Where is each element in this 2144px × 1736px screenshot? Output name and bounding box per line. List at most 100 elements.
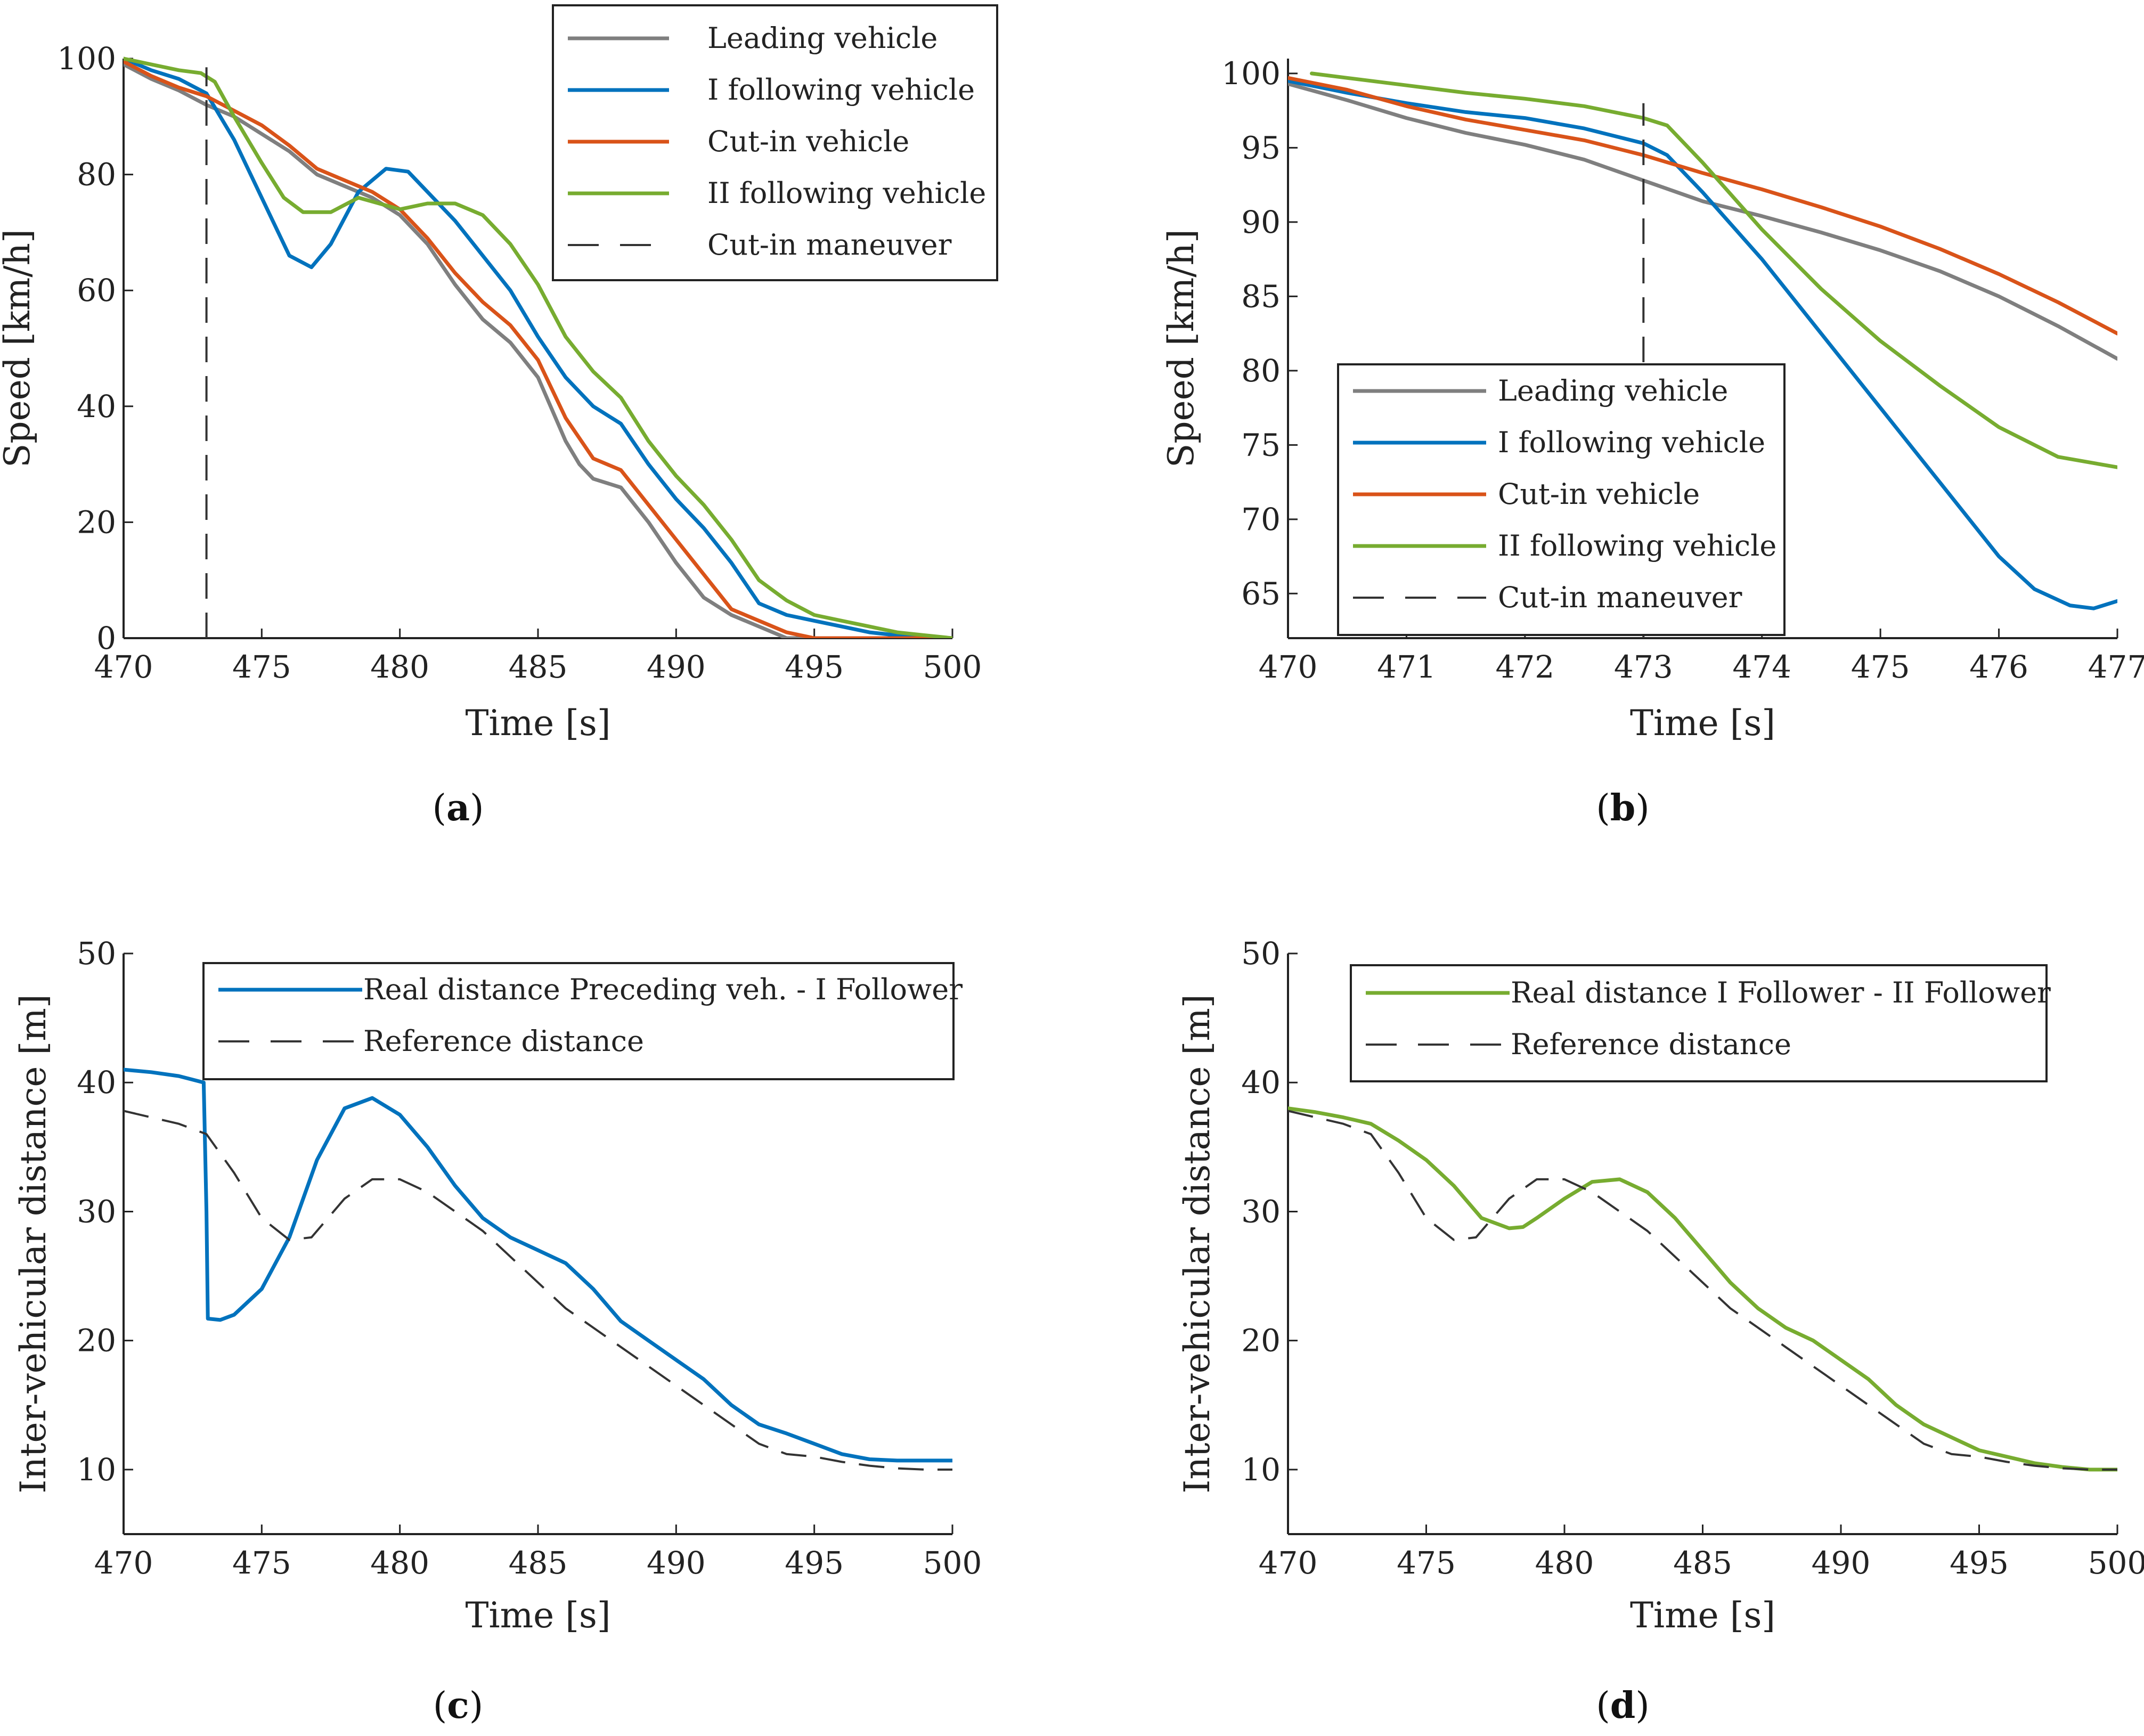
y-tick-label: 100 [1221, 55, 1281, 92]
legend: Leading vehicle I following vehicle Cut-in… [1337, 363, 1786, 636]
series-group [124, 1067, 952, 1471]
legend: Real distance Preceding veh. - I Followe… [202, 962, 963, 1080]
x-tick-label: 490 [647, 1545, 706, 1581]
y-tick-label: 95 [1241, 129, 1281, 166]
x-tick-label: 500 [923, 1545, 982, 1581]
series-group [1288, 1106, 2117, 1472]
y-axis-label: Inter-vehicular distance [m] [1177, 994, 1218, 1493]
y-tick-label: 40 [77, 1064, 116, 1101]
chart-panel-b: 470 471 472 473 474 475 476 477 65 70 75 80 85 90 95 10… [1161, 55, 2144, 829]
x-tick-label: 485 [509, 649, 568, 685]
x-tick-label: 474 [1732, 649, 1791, 685]
x-axis-label: Time [s] [1630, 703, 1775, 744]
y-tick-label: 30 [1241, 1193, 1281, 1229]
x-axis-label: Time [s] [465, 703, 610, 744]
y-tick-label: 75 [1241, 427, 1281, 463]
legend-entry: II following vehicle [707, 176, 986, 210]
y-axis-label: Speed [km/h] [1161, 229, 1202, 468]
x-tick-label: 470 [1259, 1545, 1318, 1581]
series-line-i-following-vehicle [1288, 79, 2117, 610]
y-tick-label: 10 [77, 1452, 116, 1488]
legend-box [1337, 363, 1786, 636]
series-line-real-distance-preceding-veh-i-follower [124, 1067, 952, 1463]
x-tick-label: 475 [1851, 649, 1910, 685]
legend-entry: Leading vehicle [707, 21, 938, 55]
legend-entry: Cut-in maneuver [707, 228, 952, 262]
y-tick-label: 100 [57, 40, 116, 77]
x-tick-label: 475 [1397, 1545, 1456, 1581]
panel-label: (c) [433, 1684, 483, 1727]
x-tick-label: 485 [509, 1545, 568, 1581]
x-tick-label: 495 [785, 649, 844, 685]
legend-box [1350, 964, 2048, 1082]
x-tick-label: 475 [232, 1545, 291, 1581]
x-axis-label: Time [s] [1630, 1595, 1775, 1636]
legend-entry: II following vehicle [1498, 529, 1776, 563]
legend-entry: I following vehicle [1498, 426, 1765, 459]
chart-panel-d: 470 475 480 485 490 495 500 10 20 30 40 50 Time [s] I… [1177, 935, 2144, 1727]
series-line-reference-distance [124, 1110, 952, 1471]
chart-panel-c: 470 475 480 485 490 495 500 10 20 30 40 50 Time [s] I… [13, 935, 982, 1727]
y-tick-label: 85 [1241, 278, 1281, 314]
legend-entry: Cut-in maneuver [1498, 581, 1742, 614]
x-tick-label: 490 [647, 649, 706, 685]
y-tick-label: 40 [1241, 1064, 1281, 1101]
panel-label: (d) [1596, 1684, 1650, 1727]
series-line-cut-in-vehicle [124, 59, 952, 638]
legend-box [202, 962, 955, 1080]
x-tick-label: 490 [1812, 1545, 1871, 1581]
y-tick-label: 60 [77, 272, 116, 308]
y-tick-label: 30 [77, 1193, 116, 1229]
x-tick-label: 473 [1614, 649, 1673, 685]
legend-entry: Reference distance [363, 1024, 644, 1058]
x-axis-label: Time [s] [465, 1595, 610, 1636]
legend-entry: Cut-in vehicle [1498, 477, 1700, 511]
x-tick-label: 471 [1377, 649, 1436, 685]
y-tick-label: 80 [1241, 353, 1281, 389]
x-tick-label: 470 [94, 1545, 153, 1581]
x-tick-label: 495 [1950, 1545, 2009, 1581]
legend-entry: Real distance I Follower - II Follower [1511, 976, 2051, 1009]
panel-label: (b) [1596, 787, 1650, 829]
legend-entry: Real distance Preceding veh. - I Followe… [363, 973, 963, 1006]
legend-entry: Leading vehicle [1498, 374, 1728, 407]
series-line-cut-in-vehicle [1288, 76, 2117, 336]
x-tick-label: 500 [2088, 1545, 2144, 1581]
legend: Real distance I Follower - II Follower Re… [1350, 964, 2051, 1082]
y-tick-label: 65 [1241, 575, 1281, 612]
series-line-ii-following-vehicle [1310, 71, 2117, 469]
y-tick-label: 20 [77, 1323, 116, 1359]
series-line-reference-distance [1288, 1110, 2117, 1471]
chart-panel-a: 470 475 480 485 490 495 500 0 20 40 60 80 100 Time [s… [0, 4, 998, 829]
legend-entry: Reference distance [1511, 1028, 1791, 1061]
y-tick-label: 80 [77, 157, 116, 193]
y-tick-label: 10 [1241, 1452, 1281, 1488]
y-tick-label: 40 [77, 388, 116, 425]
x-tick-label: 472 [1495, 649, 1554, 685]
y-tick-label: 0 [96, 620, 116, 656]
x-tick-label: 480 [370, 1545, 429, 1581]
series-line-i-following-vehicle [124, 56, 952, 638]
x-tick-label: 476 [1969, 649, 2028, 685]
y-tick-label: 50 [1241, 935, 1281, 972]
y-axis-label: Inter-vehicular distance [m] [13, 994, 54, 1493]
x-tick-label: 477 [2088, 649, 2144, 685]
y-tick-label: 90 [1241, 204, 1281, 240]
x-tick-label: 470 [94, 649, 153, 685]
y-tick-label: 20 [1241, 1323, 1281, 1359]
legend: Leading vehicle I following vehicle Cut-in… [552, 4, 998, 281]
series-line-ii-following-vehicle [124, 56, 952, 638]
y-axis-label: Speed [km/h] [0, 229, 38, 468]
x-tick-label: 480 [1535, 1545, 1594, 1581]
y-tick-label: 70 [1241, 501, 1281, 537]
x-tick-label: 500 [923, 649, 982, 685]
panel-label: (a) [432, 787, 484, 829]
x-tick-label: 470 [1259, 649, 1318, 685]
y-tick-label: 50 [77, 935, 116, 972]
x-tick-label: 495 [785, 1545, 844, 1581]
legend-entry: I following vehicle [707, 73, 975, 107]
series-line-leading-vehicle [124, 62, 952, 638]
x-tick-label: 475 [232, 649, 291, 685]
series-group [124, 56, 952, 638]
